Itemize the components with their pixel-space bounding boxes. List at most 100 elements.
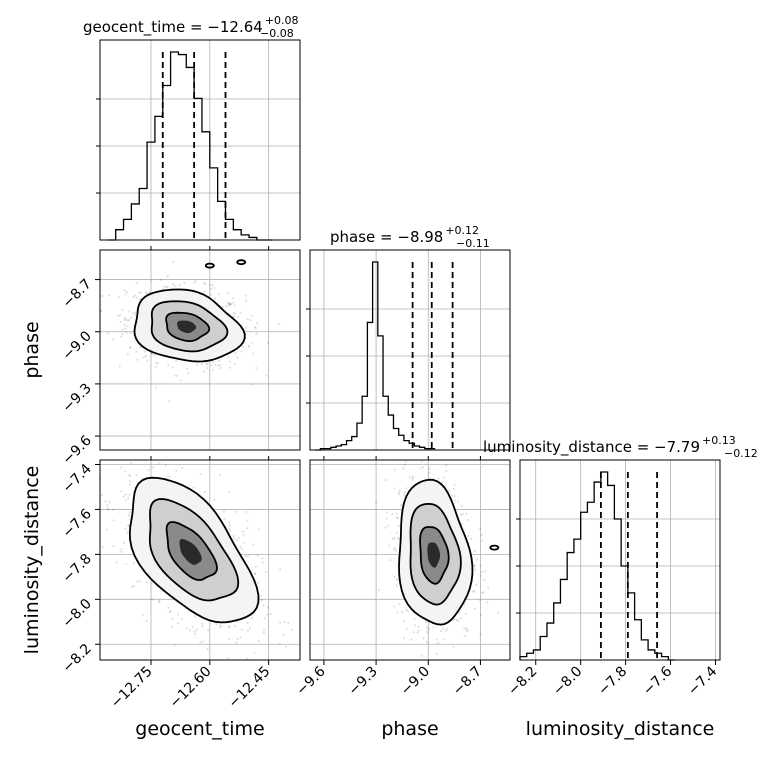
sample-point: [150, 279, 153, 282]
sample-point: [480, 534, 483, 537]
sample-point: [463, 457, 465, 459]
ytick-label-luminosity_distance-4: −7.4: [59, 461, 94, 496]
sample-point: [453, 483, 456, 486]
sample-point: [167, 606, 170, 609]
sample-point: [125, 531, 129, 534]
sample-point: [125, 318, 128, 321]
sample-point: [233, 304, 236, 307]
sample-point: [232, 534, 235, 538]
sample-point: [425, 641, 428, 644]
sample-point: [145, 619, 148, 623]
sample-point: [135, 296, 138, 300]
sample-point: [193, 281, 196, 284]
sample-point: [244, 294, 247, 297]
sample-point: [456, 500, 460, 503]
sample-point: [119, 550, 122, 553]
sample-point: [172, 283, 175, 286]
sample-point: [101, 294, 104, 298]
sample-point: [396, 611, 399, 614]
sample-point: [239, 311, 242, 314]
sample-point: [283, 620, 286, 624]
sample-point: [234, 351, 237, 354]
sample-point: [127, 524, 130, 527]
title-phase: phase = −8.98 +0.12 −0.11: [330, 224, 490, 250]
sample-point: [393, 487, 396, 490]
ylabel-phase: phase: [21, 321, 43, 378]
sample-point: [150, 598, 154, 601]
sample-point: [193, 630, 196, 633]
sample-point: [119, 335, 123, 338]
sample-point: [282, 633, 285, 636]
sample-point: [133, 294, 136, 297]
sample-point: [464, 612, 467, 616]
sample-point: [226, 301, 229, 304]
sample-point: [391, 537, 394, 540]
sample-point: [426, 630, 429, 634]
sample-point: [211, 368, 214, 371]
sample-point: [412, 664, 414, 666]
sample-point: [290, 628, 294, 631]
sample-point: [396, 517, 399, 520]
sample-point: [446, 628, 449, 631]
sample-point: [227, 625, 231, 628]
sample-point: [287, 621, 290, 625]
contour-island-0: [204, 262, 215, 269]
sample-point: [403, 491, 406, 494]
sample-point: [218, 625, 221, 628]
sample-point: [411, 475, 415, 478]
sample-point: [100, 309, 103, 312]
sample-point: [134, 313, 137, 316]
sample-point: [159, 278, 163, 282]
sample-point: [235, 641, 238, 644]
sample-point: [134, 443, 136, 445]
sample-point: [232, 301, 235, 305]
ytick-label-phase-2: −9.0: [59, 328, 94, 363]
sample-point: [442, 476, 445, 479]
sample-point: [131, 312, 134, 315]
sample-point: [232, 537, 235, 540]
sample-point: [481, 591, 484, 594]
sample-point: [481, 539, 484, 542]
sample-point: [228, 302, 231, 305]
hist-line-luminosity_distance: [519, 471, 676, 661]
sample-point: [149, 352, 152, 355]
sample-point: [218, 359, 221, 362]
panel-inner: [100, 250, 300, 450]
sample-point: [108, 294, 111, 297]
sample-point: [104, 499, 107, 503]
sample-point: [136, 358, 139, 361]
xtick-label-luminosity_distance-3: −7.6: [640, 663, 675, 698]
sample-point: [250, 314, 253, 318]
sample-point: [237, 536, 241, 540]
sample-point: [228, 360, 231, 363]
sample-point: [194, 279, 197, 282]
sample-point: [112, 338, 115, 341]
sample-point: [132, 562, 136, 565]
sample-point: [129, 346, 132, 349]
sample-point: [254, 572, 257, 575]
sample-point: [461, 513, 464, 516]
sample-point: [194, 632, 197, 635]
sample-point: [395, 578, 398, 581]
contour-island-0: [489, 544, 500, 551]
sample-point: [420, 654, 423, 658]
sample-point: [107, 332, 110, 335]
ytick-label-luminosity_distance-0: −8.2: [59, 641, 94, 676]
sample-point: [223, 517, 226, 521]
sample-point: [251, 341, 254, 344]
xlabel-luminosity-distance: luminosity_distance: [526, 718, 715, 740]
xlabel-geocent-time: geocent_time: [135, 718, 264, 740]
sample-point: [402, 620, 405, 623]
sample-point: [168, 400, 171, 403]
sample-point: [387, 524, 390, 527]
hist-panel-geocent_time: [96, 39, 301, 241]
sample-point: [171, 625, 174, 628]
sample-point: [395, 531, 398, 535]
sample-point: [202, 281, 205, 285]
contour-level-0: [419, 526, 450, 585]
hist-line-geocent_time: [107, 51, 273, 241]
sample-point: [393, 548, 396, 551]
ytick-label-luminosity_distance-1: −8.0: [59, 596, 94, 631]
sample-point: [175, 453, 177, 455]
sample-point: [165, 463, 168, 467]
